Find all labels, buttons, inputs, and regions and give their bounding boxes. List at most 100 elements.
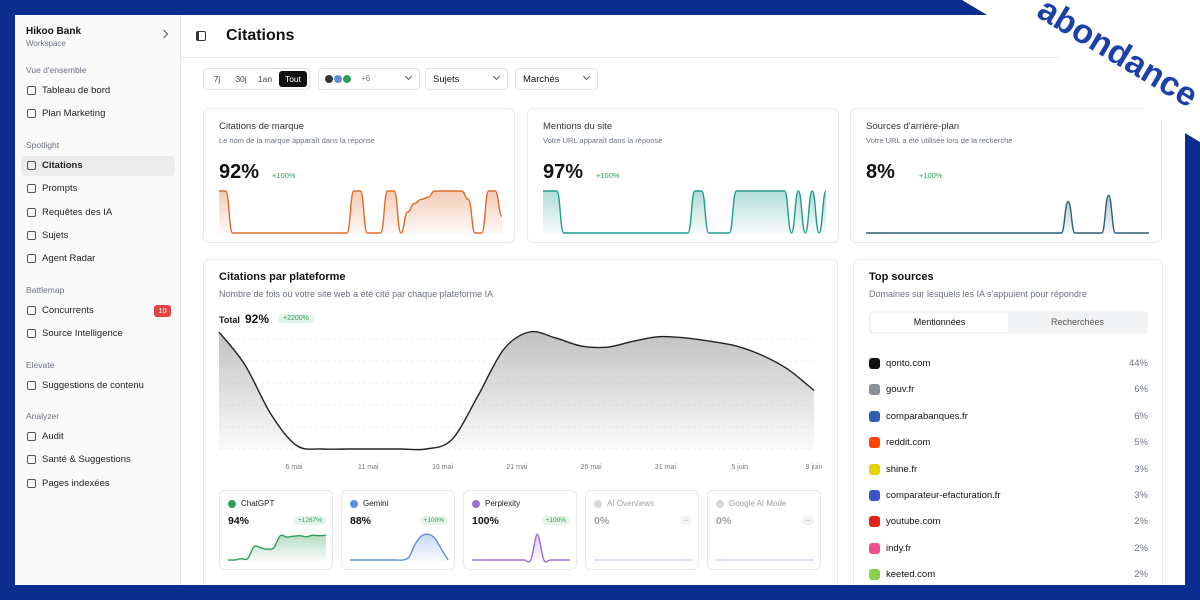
- sidebar-item[interactable]: Citations: [21, 156, 175, 176]
- source-domain: qonto.com: [886, 358, 931, 369]
- source-icon: [869, 384, 880, 396]
- dropdown[interactable]: Sujets: [425, 68, 508, 90]
- total-label: Total: [219, 315, 240, 325]
- kpi-change: +100%: [596, 171, 620, 180]
- source-row[interactable]: youtube.com 2%: [869, 515, 1148, 529]
- platform-value: 94%: [228, 515, 250, 527]
- period-option[interactable]: 30j: [235, 74, 247, 84]
- platform-mini-card[interactable]: Perplexity 100% +100%: [463, 490, 577, 570]
- sparkline: [593, 559, 692, 561]
- sidebar-item[interactable]: Plan Marketing: [21, 104, 175, 124]
- sidebar-label: Sujets: [42, 229, 69, 241]
- sidebar-item[interactable]: Tableau de bord: [21, 81, 175, 101]
- x-tick-label: 5 juin: [731, 464, 748, 471]
- sidebar-item[interactable]: Suggestions de contenu: [21, 376, 175, 396]
- source-row[interactable]: indy.fr 2%: [869, 542, 1148, 556]
- sidebar-item[interactable]: Agent Radar: [21, 249, 175, 269]
- platform-logo: [343, 75, 351, 83]
- source-domain: indy.fr: [886, 542, 912, 554]
- x-tick-label: 16 mai: [432, 464, 453, 471]
- platform-value: 0%: [594, 515, 610, 527]
- area: [228, 535, 326, 561]
- tab[interactable]: Mentionnées: [871, 313, 1008, 332]
- platform-value: 0%: [716, 515, 732, 527]
- source-row[interactable]: comparateur-efacturation.fr 3%: [869, 489, 1148, 503]
- platform-name: ChatGPT: [241, 499, 275, 508]
- period-option[interactable]: 7j: [213, 74, 221, 84]
- area: [350, 534, 448, 561]
- tab[interactable]: Recherchées: [1050, 317, 1105, 327]
- platform-mini-card[interactable]: Gemini 88% +100%: [341, 490, 455, 570]
- sidebar: Hikoo Bank Workspace Vue d'ensemble Tableau…: [15, 15, 181, 585]
- sparkline: [471, 533, 570, 563]
- platform-logo: [594, 500, 602, 508]
- source-share: 2%: [1134, 542, 1148, 554]
- period-option[interactable]: 1an: [257, 74, 273, 84]
- source-row[interactable]: gouv.fr 6%: [869, 383, 1148, 397]
- section-title: Analyzer: [26, 411, 60, 421]
- workspace-sub: Workspace: [26, 39, 66, 48]
- period-option[interactable]: Tout: [279, 71, 307, 87]
- source-row[interactable]: qonto.com 44%: [869, 357, 1148, 371]
- source-row[interactable]: reddit.com 5%: [869, 436, 1148, 450]
- platform-logo: [472, 500, 480, 508]
- platform-change: --: [801, 516, 814, 525]
- platform-change: +1267%: [293, 516, 326, 525]
- sidebar-icon: [27, 254, 36, 264]
- sidebar-item[interactable]: Requêtes des IA: [21, 203, 175, 223]
- sidebar-label: Pages indexées: [42, 477, 110, 489]
- kpi-value: 97%: [543, 161, 584, 183]
- sidebar-item[interactable]: Santé & Suggestions: [21, 450, 175, 470]
- platform-mini-card[interactable]: ChatGPT 94% +1267%: [219, 490, 333, 570]
- source-row[interactable]: comparabanques.fr 6%: [869, 410, 1148, 424]
- card-subtitle: Nombre de fois où votre site web a été c…: [219, 289, 494, 299]
- sidebar-item[interactable]: Source Intelligence: [21, 324, 175, 344]
- sidebar-item[interactable]: Sujets: [21, 226, 175, 246]
- source-share: 3%: [1134, 463, 1148, 475]
- workspace-name[interactable]: Hikoo Bank: [26, 26, 82, 37]
- total-value: 92%: [245, 312, 270, 326]
- sidebar-icon: [27, 207, 36, 217]
- source-share: 6%: [1134, 410, 1148, 422]
- source-share: 5%: [1134, 437, 1148, 449]
- x-tick-label: 11 mai: [358, 464, 379, 471]
- platform-change: +100%: [419, 516, 448, 525]
- source-domain: keeted.com: [886, 569, 936, 581]
- platform-filter[interactable]: +6: [318, 68, 420, 90]
- sidebar-item[interactable]: Concurrents 10: [21, 301, 175, 321]
- source-share: 44%: [1128, 358, 1148, 369]
- sidebar-toggle[interactable]: [196, 31, 206, 41]
- source-share: 2%: [1134, 569, 1148, 581]
- source-row[interactable]: keeted.com 2%: [869, 568, 1148, 582]
- x-tick-label: 6 mai: [285, 464, 303, 471]
- platform-name: Google AI Mode: [729, 499, 787, 508]
- sidebar-item[interactable]: Audit: [21, 427, 175, 447]
- line: [349, 533, 449, 561]
- source-icon: [869, 516, 880, 528]
- source-row[interactable]: shine.fr 3%: [869, 463, 1148, 477]
- x-tick-label: 9 juin: [806, 464, 823, 471]
- sidebar-icon: [27, 306, 36, 315]
- source-icon: [869, 490, 880, 501]
- platform-mini-card[interactable]: Google AI Mode 0% --: [707, 490, 821, 570]
- area: [219, 191, 502, 234]
- sidebar-icon: [27, 109, 36, 119]
- platform-mini-card[interactable]: AI Overviews 0% --: [585, 490, 699, 570]
- sidebar-label: Citations: [42, 160, 83, 171]
- sidebar-icon: [27, 161, 36, 170]
- platform-name: Perplexity: [485, 499, 521, 508]
- sidebar-icon: [27, 329, 36, 339]
- main-chart: 6 mai 11 mai 16 mai 21 mai 26 mai 31 mai 5 jui…: [218, 330, 822, 471]
- sidebar-item[interactable]: Prompts: [21, 179, 175, 199]
- sidebar-item[interactable]: Pages indexées: [21, 474, 175, 494]
- sidebar-label: Tableau de bord: [42, 85, 111, 96]
- platform-logo: [325, 75, 333, 83]
- sidebar-icon: [27, 432, 36, 441]
- sidebar-label: Santé & Suggestions: [42, 454, 131, 466]
- section-title: Battlemap: [26, 285, 65, 295]
- sparkline: [218, 190, 503, 234]
- sidebar-label: Audit: [42, 431, 64, 442]
- dropdown[interactable]: Marchés: [515, 68, 598, 90]
- sidebar-label: Agent Radar: [42, 253, 96, 265]
- sparkline: [227, 534, 327, 561]
